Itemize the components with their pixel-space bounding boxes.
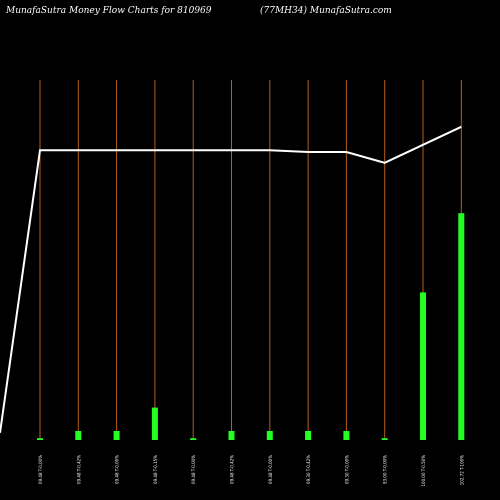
x-tick-label: 93.00 T-0.00% xyxy=(383,455,388,484)
volume-bar xyxy=(75,431,82,440)
x-tick-label: 09.48 T-0.42% xyxy=(76,455,81,484)
x-tick-label: 09.48 T-0.00% xyxy=(191,455,196,484)
volume-bar xyxy=(458,213,465,440)
price-line xyxy=(0,125,462,433)
volume-bar xyxy=(305,431,312,440)
x-tick-label: 102.72 T-100% xyxy=(459,455,464,485)
site-label: (77MH34) MunafaSutra.com xyxy=(260,6,392,16)
x-tick-label: 09.48 T-0.00% xyxy=(115,455,120,484)
volume-bar xyxy=(420,292,426,440)
x-tick-label: 09.30 T-0.00% xyxy=(344,455,349,484)
x-tick-label: 09.48 T-0.15% xyxy=(153,455,158,484)
volume-bar xyxy=(381,438,388,440)
volume-bar xyxy=(113,431,120,440)
volume-bar xyxy=(190,438,197,440)
volume-bar xyxy=(343,431,350,440)
volume-bar xyxy=(37,438,43,440)
x-tick-label: 09.48 T-0.00% xyxy=(38,455,43,484)
x-tick-label: 09.48 T-0.00% xyxy=(268,455,273,484)
chart-title: MunafaSutra Money Flow Charts for 810969 xyxy=(6,6,212,16)
x-tick-label: 09.48 T-0.42% xyxy=(230,455,235,484)
x-tick-label: 100.00 T-0.50% xyxy=(421,455,426,487)
volume-bar xyxy=(266,431,273,440)
x-tick-label: 09.30 T-0.42% xyxy=(306,455,311,484)
volume-bar xyxy=(151,407,158,440)
volume-bar xyxy=(228,431,235,440)
